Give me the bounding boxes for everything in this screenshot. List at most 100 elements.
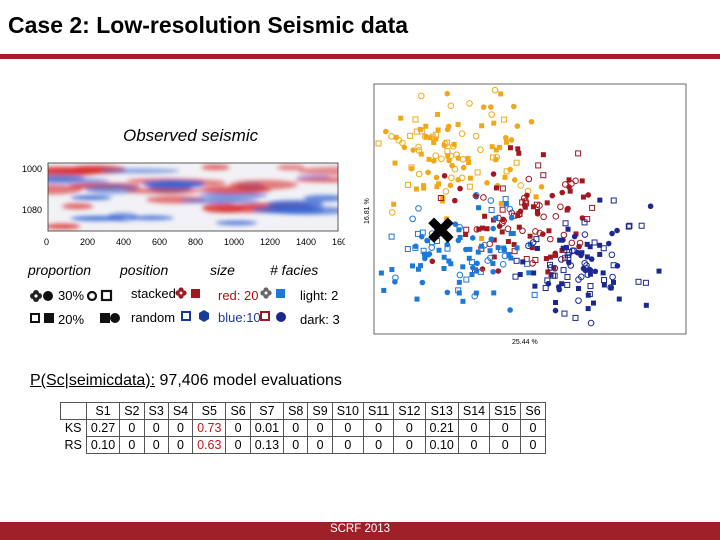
scatter-point <box>601 282 607 288</box>
scatter-point <box>567 262 575 269</box>
scatter-point <box>441 140 449 148</box>
square-outline-icon <box>181 311 191 321</box>
scatter-point <box>434 184 440 190</box>
seis-xtick: 200 <box>80 237 95 247</box>
scatter-point <box>499 185 506 192</box>
scatter-point <box>491 254 497 260</box>
scatter-point <box>419 279 426 286</box>
scatter-point <box>415 143 422 151</box>
scatter-point <box>412 243 419 250</box>
scatter-point <box>435 111 441 117</box>
scatter-point <box>480 194 487 201</box>
scatter-point <box>575 276 582 283</box>
scatter-point <box>647 203 654 210</box>
table-cell: 0 <box>143 419 169 437</box>
scatter-point <box>520 259 526 265</box>
scatter-point <box>421 251 427 257</box>
scatter-point <box>564 281 571 288</box>
scatter-point <box>532 283 538 289</box>
scatter-point <box>580 194 586 200</box>
scatter-point <box>480 225 486 231</box>
scatter-point <box>551 265 559 272</box>
scatter-point <box>423 123 429 129</box>
scatter-point <box>635 278 642 285</box>
scatter-point <box>553 252 559 258</box>
scatter-point <box>643 302 649 308</box>
scatter-point <box>524 192 530 199</box>
scatter-point <box>508 214 515 221</box>
scatter-point <box>407 132 414 139</box>
scatter-point <box>436 247 442 253</box>
scatter-point <box>448 174 455 182</box>
scatter-point <box>511 242 517 248</box>
scatter-point <box>567 188 573 194</box>
table-cell: 0.10 <box>424 436 459 454</box>
scatter-point <box>557 203 564 211</box>
legend-symbols <box>30 287 286 323</box>
scatter-point <box>426 156 432 162</box>
table-cell: 0 <box>283 436 309 454</box>
scatter-point <box>421 183 427 189</box>
legend-size-blue: blue:10 <box>218 310 261 325</box>
scatter-point <box>487 197 495 204</box>
scatter-point <box>548 254 554 260</box>
scatter-point <box>585 192 592 198</box>
scatter-point <box>560 267 567 274</box>
seis-xtick: 1400 <box>296 237 316 247</box>
table-cell: 0 <box>520 419 546 437</box>
scatter-point <box>418 233 425 240</box>
results-table: S1 S2 S3 S4 S5 S6 S7 S8 S9 S10 S11 S12 S13 S14 S15 S6 K… <box>60 402 546 454</box>
square-outline-icon <box>260 311 270 321</box>
scatter-point <box>488 236 495 242</box>
pcs-label: P(Sc|seimicdata): <box>30 372 156 389</box>
table-cell: 0 <box>283 419 309 437</box>
scatter-point <box>473 268 480 274</box>
scatter-point <box>534 209 540 215</box>
table-cell: 0.21 <box>424 419 459 437</box>
table-col-header: S6 <box>225 402 251 420</box>
scatter-point <box>529 239 537 246</box>
scatter-point <box>560 237 566 243</box>
scatter-point <box>591 239 598 246</box>
row-label: RS <box>64 438 82 452</box>
table-col-header: S9 <box>307 402 333 420</box>
scatter-point <box>522 203 528 209</box>
scatter-point <box>507 145 513 151</box>
scatter-point <box>506 251 512 257</box>
scatter-point <box>399 139 406 147</box>
scatter-point <box>457 234 463 240</box>
scatter-point <box>493 215 499 221</box>
scatter-point <box>488 206 495 213</box>
table-col-header: S3 <box>143 402 169 420</box>
table-cell: 0.63 <box>192 436 227 454</box>
scatter-point <box>482 213 488 219</box>
scatter-point <box>508 137 515 143</box>
table-cell: 0 <box>520 436 546 454</box>
scatter-point <box>487 248 493 254</box>
scatter-point <box>425 169 431 176</box>
scatter-point <box>573 231 579 237</box>
scatter-point <box>585 306 591 312</box>
scatter-point <box>404 181 411 188</box>
table-row: KS 0.27 0 0 0 0.73 0 0.01 0 0 0 0 0 0.21 0 0 0 <box>61 419 546 437</box>
scatter-point <box>491 120 497 126</box>
scatter-point <box>610 262 617 269</box>
scatter-point <box>503 168 510 175</box>
scatter-point <box>557 256 565 263</box>
hexagon-icon <box>199 310 209 322</box>
scatter-point <box>503 139 509 145</box>
scatter-point <box>572 314 579 321</box>
scatter-point <box>444 148 451 155</box>
scatter-point <box>498 246 505 253</box>
ring-icon <box>86 290 98 302</box>
scatter-point <box>422 255 428 262</box>
scatter-point <box>587 283 594 290</box>
scatter-point <box>484 179 490 186</box>
scatter-point <box>600 270 606 276</box>
scatter-point <box>540 152 546 158</box>
scatter-point <box>444 126 451 133</box>
scatter-point <box>540 213 547 221</box>
scatter-point <box>378 270 384 276</box>
scatter-point <box>456 224 463 231</box>
table-col-header: S10 <box>331 402 364 420</box>
